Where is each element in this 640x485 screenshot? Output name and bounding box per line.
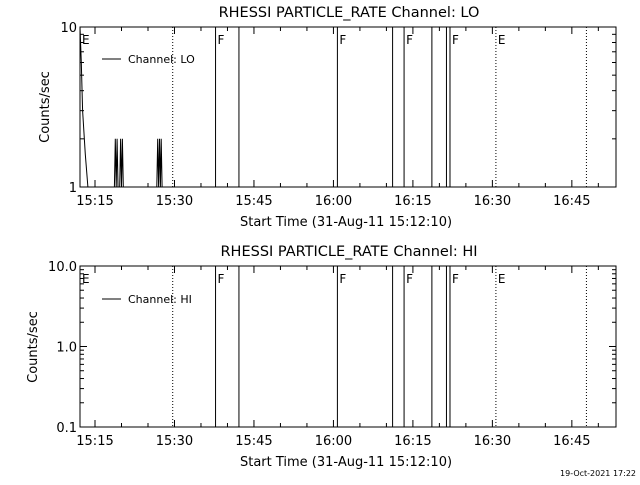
panel-hi-y-tick-label: 1.0: [56, 341, 77, 356]
panel-hi: RHESSI PARTICLE_RATE Channel: HI Counts/…: [26, 244, 478, 470]
panel-lo-flag-label: F: [218, 33, 225, 47]
panel-lo-x-tick-label: 15:45: [235, 194, 272, 209]
panel-lo-y-tick-label: 10: [60, 21, 77, 36]
panel-lo-xlabel: Start Time (31-Aug-11 15:12:10): [240, 215, 452, 230]
panel-hi-flag-label: F: [339, 272, 346, 286]
panel-hi-flag-label: F: [406, 272, 413, 286]
panel-hi-flag-label: F: [452, 272, 459, 286]
panel-hi-x-tick-label: 16:30: [474, 434, 511, 449]
panel-hi-y-tick-label: 0.1: [56, 421, 77, 436]
panel-hi-x-tick-label: 16:45: [553, 434, 590, 449]
panel-lo-legend: Channel: LO: [102, 53, 195, 66]
panel-lo-title: RHESSI PARTICLE_RATE Channel: LO: [219, 5, 480, 21]
panel-lo-x-tick-label: 16:30: [474, 194, 511, 209]
panel-hi-x-tick-label: 15:30: [156, 434, 193, 449]
panel-lo-x-tick-label: 16:15: [394, 194, 431, 209]
panel-lo-flag-label: F: [339, 33, 346, 47]
panel-lo-x-tick-label: 15:30: [156, 194, 193, 209]
panel-hi-legend-label: Channel: HI: [128, 293, 192, 306]
panel-hi-flag-label: E: [498, 272, 506, 286]
panel-hi-y-tick-label: 10.0: [48, 260, 77, 275]
panel-hi-x-tick-label: 16:15: [394, 434, 431, 449]
panel-hi-x-tick-label: 16:00: [315, 434, 352, 449]
panel-lo-y-tick-label: 1: [69, 181, 77, 196]
panel-lo-ylabel: Counts/sec: [38, 71, 53, 143]
panel-lo-legend-label: Channel: LO: [128, 53, 195, 66]
panel-lo-flag-label: F: [406, 33, 413, 47]
panel-hi-title: RHESSI PARTICLE_RATE Channel: HI: [220, 244, 477, 260]
panel-hi-flag-label: E: [82, 272, 90, 286]
panel-lo-flag-label: E: [498, 33, 506, 47]
panel-hi-legend: Channel: HI: [102, 293, 192, 306]
panel-hi-x-tick-label: 15:15: [76, 434, 113, 449]
panel-hi-ylabel: Counts/sec: [26, 311, 41, 383]
panel-hi-xlabel: Start Time (31-Aug-11 15:12:10): [240, 455, 452, 470]
panel-lo-series-line: [79, 26, 163, 188]
panel-lo-flag-label: F: [452, 33, 459, 47]
panel-lo: RHESSI PARTICLE_RATE Channel: LO Counts/…: [38, 5, 479, 230]
panel-hi-x-tick-label: 15:45: [235, 434, 272, 449]
panel-lo-x-tick-label: 16:00: [315, 194, 352, 209]
generation-timestamp: 19-Oct-2021 17:22: [560, 469, 636, 478]
panel-hi-flag-label: F: [218, 272, 225, 286]
panel-lo-x-tick-label: 16:45: [553, 194, 590, 209]
panel-lo-flag-label: E: [82, 33, 90, 47]
panel-lo-x-tick-label: 15:15: [76, 194, 113, 209]
